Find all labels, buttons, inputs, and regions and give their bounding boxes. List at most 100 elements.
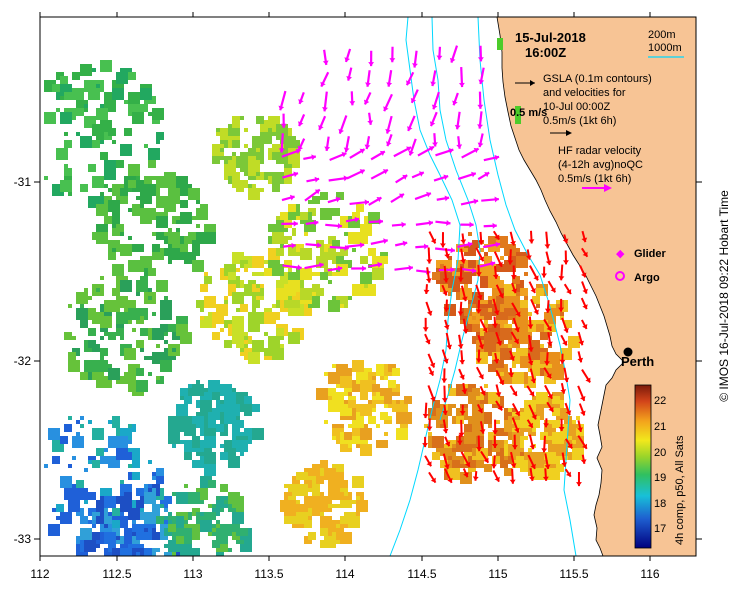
hf-vector-head bbox=[442, 410, 449, 415]
sst-pixel bbox=[228, 292, 232, 296]
gsla-vector-head bbox=[293, 220, 298, 227]
sst-pixel bbox=[224, 392, 236, 404]
sst-pixel bbox=[572, 420, 576, 424]
sst-pixel bbox=[316, 240, 324, 248]
sst-pixel bbox=[176, 184, 180, 188]
sst-pixel bbox=[192, 216, 196, 220]
sst-pixel bbox=[140, 548, 152, 556]
hf-vector-head bbox=[566, 288, 572, 294]
hf-vector-head bbox=[494, 476, 500, 482]
sst-pixel bbox=[480, 248, 484, 252]
sst-pixel bbox=[268, 336, 280, 348]
sst-pixel bbox=[120, 548, 132, 556]
sst-pixel bbox=[468, 460, 476, 468]
sst-pixel bbox=[324, 372, 328, 376]
gsla-vector-head bbox=[467, 241, 473, 248]
sst-pixel bbox=[152, 528, 156, 532]
sst-pixel bbox=[552, 408, 560, 416]
sst-pixel bbox=[112, 224, 116, 228]
sst-pixel bbox=[100, 152, 108, 160]
sst-pixel bbox=[204, 296, 216, 308]
hf-vector-head bbox=[528, 239, 535, 244]
gsla-vector-head bbox=[426, 191, 431, 198]
sst-pixel bbox=[184, 452, 192, 460]
sst-pixel bbox=[64, 332, 72, 340]
sst-pixel bbox=[84, 468, 88, 472]
hf-vector-head bbox=[527, 360, 534, 366]
sst-pixel bbox=[52, 456, 60, 464]
hf-vector-head bbox=[508, 372, 515, 378]
sst-pixel bbox=[76, 420, 80, 424]
sst-pixel bbox=[252, 432, 256, 436]
sst-pixel bbox=[452, 304, 456, 308]
hf-vector-head bbox=[478, 256, 485, 262]
sst-pixel bbox=[228, 128, 232, 132]
sst-pixel bbox=[288, 268, 292, 272]
sst-pixel bbox=[156, 232, 164, 240]
gsla-vector-head bbox=[344, 244, 349, 251]
sst-pixel bbox=[532, 296, 540, 304]
sst-pixel bbox=[244, 392, 248, 396]
sst-pixel bbox=[236, 308, 240, 312]
sst-pixel bbox=[56, 108, 60, 112]
hf-vector-head bbox=[530, 378, 537, 384]
sst-pixel bbox=[508, 344, 512, 348]
gsla-vector-head bbox=[398, 193, 404, 199]
gsla-vector-head bbox=[477, 104, 484, 109]
sst-pixel bbox=[152, 108, 164, 120]
sst-pixel bbox=[356, 500, 364, 508]
sst-pixel bbox=[124, 348, 136, 360]
sst-pixel bbox=[80, 184, 88, 192]
sst-pixel bbox=[80, 64, 92, 76]
sst-pixel bbox=[172, 492, 176, 496]
sst-pixel bbox=[476, 460, 484, 468]
sst-pixel bbox=[444, 444, 448, 448]
sst-pixel bbox=[284, 260, 292, 268]
sst-pixel bbox=[140, 88, 152, 100]
map-time: 16:00Z bbox=[525, 45, 566, 60]
hf-vector-head bbox=[491, 464, 497, 469]
sst-pixel bbox=[444, 260, 452, 268]
sst-pixel bbox=[176, 492, 188, 504]
gsla-vector-head bbox=[320, 81, 326, 87]
sst-pixel bbox=[132, 472, 140, 480]
hf-vector-head bbox=[543, 423, 550, 428]
sst-pixel bbox=[168, 192, 180, 204]
sst-pixel bbox=[60, 112, 72, 124]
sst-pixel bbox=[136, 552, 140, 556]
sst-pixel bbox=[456, 244, 464, 252]
gsla-vector-head bbox=[319, 262, 324, 269]
sst-pixel bbox=[512, 412, 516, 416]
sst-pixel bbox=[236, 340, 244, 348]
sst-pixel bbox=[556, 444, 568, 456]
gsla-vector-head bbox=[293, 171, 299, 178]
y-tick-label: -32 bbox=[14, 354, 32, 368]
gsla-vector-head bbox=[314, 189, 320, 195]
hf-vector-head bbox=[544, 361, 551, 366]
sst-pixel bbox=[92, 460, 100, 468]
gsla-vector-head bbox=[473, 147, 479, 154]
gsla-vector-head bbox=[406, 146, 412, 152]
sst-pixel bbox=[212, 144, 224, 156]
sst-pixel bbox=[252, 340, 264, 352]
sst-pixel bbox=[360, 272, 368, 280]
gsla-vector-head bbox=[346, 76, 352, 81]
sst-pixel bbox=[148, 148, 160, 160]
hf-vector-head bbox=[480, 390, 486, 396]
gsla-vector-head bbox=[359, 242, 365, 249]
sst-pixel bbox=[360, 256, 368, 264]
sst-pixel bbox=[120, 336, 124, 340]
argo-label: Argo bbox=[634, 272, 660, 284]
sst-pixel bbox=[224, 296, 228, 300]
hf-vector-head bbox=[525, 255, 532, 260]
hf-vector-head bbox=[529, 444, 536, 450]
sst-pixel bbox=[564, 320, 572, 328]
sst-pixel bbox=[84, 104, 88, 108]
hf-vector-head bbox=[443, 278, 449, 283]
hf-vector-head bbox=[498, 379, 505, 385]
hf-vector-head bbox=[422, 327, 429, 332]
sst-pixel bbox=[116, 72, 128, 84]
sst-pixel bbox=[208, 312, 212, 316]
sst-pixel bbox=[536, 424, 540, 428]
gsla-vector-head bbox=[368, 62, 375, 67]
